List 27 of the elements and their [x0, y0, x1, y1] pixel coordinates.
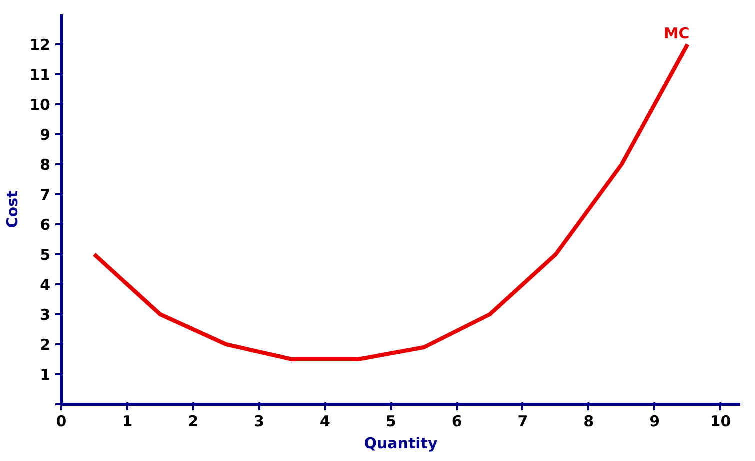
- y-tick-label: 2: [40, 336, 50, 354]
- y-tick-label: 11: [30, 66, 50, 84]
- x-tick-label: 9: [650, 412, 660, 430]
- x-tick-label: 0: [56, 412, 67, 430]
- x-tick-label: 6: [452, 412, 462, 430]
- y-tick-label: 5: [40, 246, 50, 264]
- x-tick-label: 1: [122, 412, 133, 430]
- y-tick-label: 4: [40, 276, 50, 294]
- x-tick-label: 10: [710, 412, 732, 430]
- y-tick-label: 12: [30, 36, 50, 54]
- x-tick-label: 5: [386, 412, 396, 430]
- x-tick-label: 4: [320, 412, 330, 430]
- x-tick-label: 2: [188, 412, 199, 430]
- x-axis-title: Quantity: [364, 434, 438, 452]
- x-tick-label: 3: [254, 412, 264, 430]
- x-tick-label: 8: [584, 412, 594, 430]
- y-tick-label: 7: [40, 186, 50, 204]
- y-tick-label: 9: [40, 126, 50, 144]
- y-axis-title: Cost: [4, 190, 22, 228]
- y-tick-label: 1: [40, 366, 50, 384]
- y-tick-label: 8: [40, 156, 50, 174]
- y-tick-label: 6: [40, 216, 50, 234]
- y-tick-label: 3: [40, 306, 50, 324]
- y-tick-label: 10: [30, 96, 50, 114]
- x-tick-label: 7: [518, 412, 528, 430]
- line-series: [92, 42, 690, 362]
- series-label: MC: [664, 24, 690, 42]
